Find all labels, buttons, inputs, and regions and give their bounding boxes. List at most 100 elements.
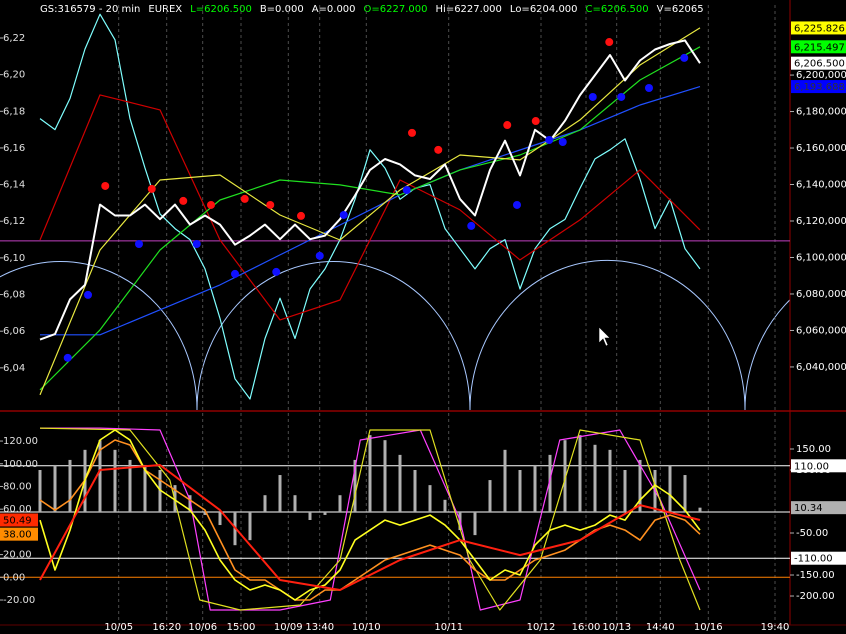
histogram-bar (68, 459, 72, 513)
x-tick-label: 10/05 (104, 622, 133, 633)
histogram-bar (518, 470, 522, 513)
value-tag-label: 38.00 (3, 530, 32, 541)
y2-tick-label: -150.00 (796, 570, 835, 581)
header-text: Hi=6227.000 (436, 4, 502, 15)
histogram-bar (533, 464, 537, 513)
histogram-bar (398, 454, 402, 513)
y2-tick-label: 6,120,000 (796, 216, 846, 227)
header-text: Lo=6204.000 (510, 4, 578, 15)
signal-dot (179, 196, 188, 205)
signal-dot (605, 38, 614, 47)
histogram-bar (668, 464, 672, 513)
signal-dot (240, 194, 249, 203)
signal-dot (503, 121, 512, 130)
histogram-bar (698, 507, 702, 513)
y-tick-label: 6,08 (3, 290, 25, 301)
x-tick-label: 19:40 (761, 622, 790, 633)
histogram-bar (38, 470, 42, 513)
signal-dot (135, 239, 143, 248)
histogram-bar (53, 464, 57, 513)
value-tag (791, 501, 846, 515)
header-text: B=0.000 (260, 4, 304, 15)
x-tick-label: 16:00 (572, 622, 601, 633)
series-line (40, 86, 701, 336)
histogram-bar (338, 495, 342, 513)
x-tick-label: 10/10 (352, 622, 381, 633)
histogram-bar (158, 470, 162, 513)
histogram-bar (428, 485, 432, 513)
value-tag (791, 551, 846, 565)
histogram-bar (368, 435, 372, 513)
series-line (39, 46, 701, 391)
signal-dot (297, 211, 305, 220)
series-line (39, 464, 701, 591)
signal-dot (272, 267, 281, 276)
y-tick-label: 100.00 (3, 459, 38, 470)
y2-tick-label: 6,160,000 (796, 143, 846, 154)
histogram-bar (548, 454, 552, 513)
value-tag (791, 40, 846, 54)
value-tag (0, 527, 38, 541)
value-tag-label: 10.34 (794, 503, 823, 514)
histogram-bar (278, 475, 282, 513)
header-text: GS:316579 - 20 min (40, 4, 140, 15)
signal-dot (339, 210, 348, 219)
histogram-bar (593, 444, 597, 513)
histogram-bar (263, 495, 267, 513)
header-text: O=6227.000 (364, 4, 428, 15)
y-tick-label: 0.00 (3, 572, 25, 583)
signal-dot (84, 290, 92, 299)
y-tick-label: 6,10 (3, 253, 25, 264)
signal-dot (266, 200, 275, 209)
histogram-bar (323, 512, 327, 515)
y-tick-label: 60.00 (3, 504, 32, 515)
x-tick-label: 13:40 (305, 622, 334, 633)
y2-tick-label: -50.00 (796, 528, 828, 539)
value-tag-label: 50.49 (3, 515, 32, 526)
header-text: L=6206.500 (190, 4, 252, 15)
histogram-bar (308, 512, 312, 520)
signal-dot (513, 200, 521, 209)
y2-tick-label: 6,180,000 (796, 107, 846, 118)
y2-tick-label: 6,040,000 (796, 362, 846, 373)
header-text: C=6206.500 (586, 4, 649, 15)
mouse-cursor (598, 326, 611, 347)
y2-tick-label: 6,060,000 (796, 325, 846, 336)
cycle-arcs (0, 259, 790, 410)
histogram-bar (113, 449, 117, 513)
series-line (39, 429, 701, 601)
signal-dot (545, 136, 554, 144)
signal-dot (467, 221, 476, 230)
value-tag-label: 110.00 (794, 461, 829, 472)
histogram-bar (413, 470, 417, 513)
value-tag (0, 513, 38, 527)
y-tick-label: 80.00 (3, 481, 32, 492)
y2-tick-label: 6,140,000 (796, 180, 846, 191)
histogram-bar (683, 475, 687, 513)
signal-dot (402, 185, 411, 194)
histogram-bar (218, 512, 222, 526)
histogram-bar (143, 464, 147, 513)
x-tick-label: 14:40 (646, 622, 675, 633)
histogram-bar (623, 470, 627, 513)
y2-tick-label: -200.00 (796, 591, 835, 602)
y-tick-label: 120.00 (3, 436, 38, 447)
value-tag-label: 6,215.497 (794, 42, 845, 53)
x-tick-label: 16:20 (152, 622, 181, 633)
cycle-arc (196, 260, 471, 410)
x-tick-label: 10/11 (434, 622, 463, 633)
histogram-bar (188, 495, 192, 513)
cycle-arc (469, 259, 746, 410)
cycle-arc (0, 260, 198, 410)
y2-tick-label: 6,200,000 (796, 70, 846, 81)
value-tag (791, 80, 846, 94)
value-tag-label: 6,193.688 (794, 82, 845, 93)
histogram-bar (608, 449, 612, 513)
x-tick-label: 10/13 (602, 622, 631, 633)
value-tag-label: 6,225.826 (794, 23, 845, 34)
histogram-bar (443, 499, 447, 513)
series-line (39, 39, 701, 341)
signal-dot (101, 181, 110, 190)
value-tag (791, 56, 846, 70)
